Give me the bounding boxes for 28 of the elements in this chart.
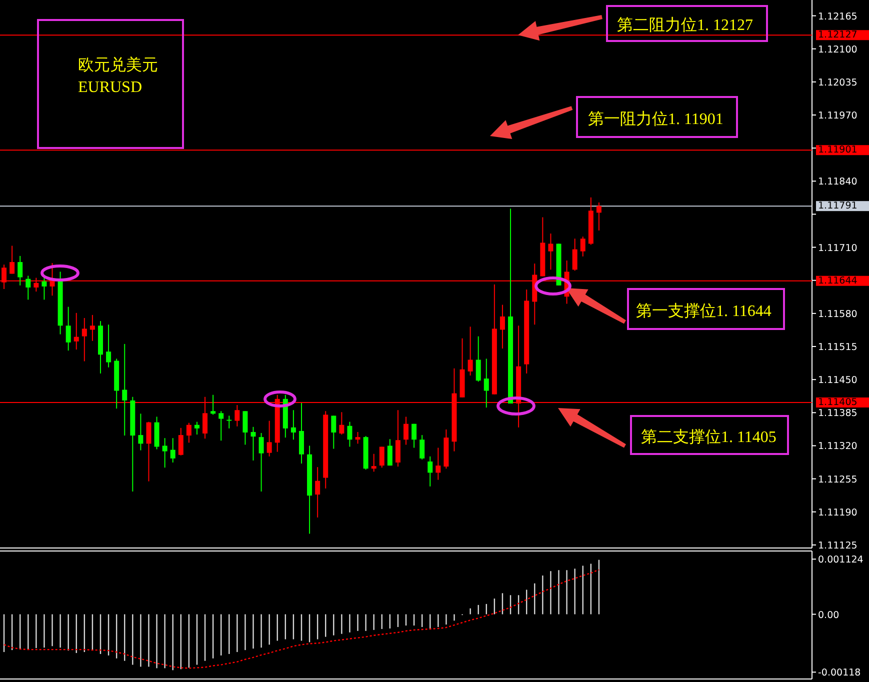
- ref-line-label: 1.11791: [818, 200, 858, 212]
- ref-line-label: 1.11901: [818, 144, 858, 156]
- y-tick-label: 1.11970: [818, 110, 858, 122]
- y-tick-label: 0.001124: [818, 554, 864, 566]
- y-tick-label: 0.00: [818, 610, 840, 621]
- y-tick-label: 1.11580: [818, 308, 858, 320]
- annotation: 第一阻力位1. 11901: [588, 110, 724, 128]
- annotation: 欧元兑美元 EURUSD: [78, 56, 158, 96]
- y-tick-label: 1.11515: [818, 342, 858, 354]
- annotation: 第二阻力位1. 12127: [617, 16, 753, 34]
- ref-line-label: 1.12127: [818, 30, 858, 41]
- y-tick-label: 1.11190: [818, 507, 858, 518]
- y-tick-label: 1.12165: [818, 11, 858, 22]
- y-tick-label: 1.12100: [818, 44, 858, 56]
- ref-line-label: 1.11644: [818, 275, 858, 286]
- y-tick-label: 1.11385: [818, 408, 858, 420]
- y-tick-label: 1.11840: [818, 176, 858, 188]
- y-tick-label: 1.11710: [818, 242, 858, 254]
- y-tick-label: 1.12035: [818, 77, 858, 88]
- y-tick-label: 1.11255: [818, 474, 858, 486]
- annotation: 第二支撑位1. 11405: [641, 428, 776, 446]
- y-tick-label: -0.00118: [818, 668, 861, 679]
- ref-line-label: 1.11405: [818, 396, 858, 408]
- y-tick-label: 1.11125: [818, 540, 858, 552]
- y-tick-label: 1.11320: [818, 441, 858, 452]
- line-series: [3, 569, 600, 669]
- annotation: 第一支撑位1. 11644: [636, 302, 772, 320]
- y-tick-label: 1.11450: [818, 375, 858, 386]
